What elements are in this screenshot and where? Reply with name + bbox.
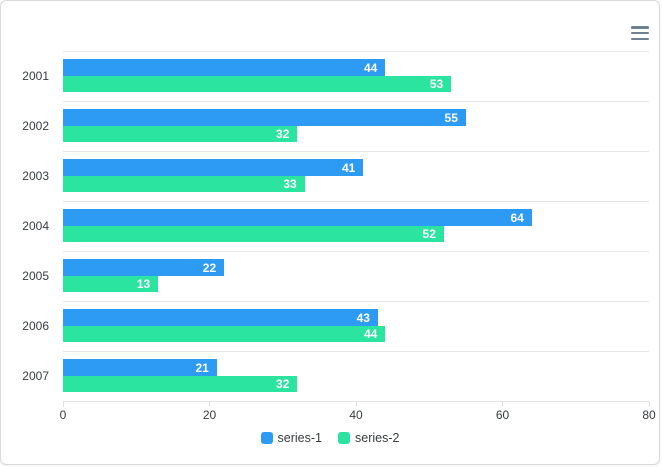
bar-value-label: 33 bbox=[283, 177, 297, 191]
gridline bbox=[63, 201, 649, 202]
legend-marker-icon bbox=[338, 432, 350, 444]
bar-series-2-2001[interactable]: 53 bbox=[63, 76, 452, 92]
bar-value-label: 41 bbox=[341, 160, 356, 175]
legend: series-1 series-2 bbox=[1, 431, 659, 445]
hamburger-menu-icon bbox=[631, 31, 649, 35]
gridline bbox=[63, 151, 649, 152]
bar-series-1-2002[interactable]: 55 bbox=[63, 109, 466, 126]
bar-value-label: 64 bbox=[510, 210, 524, 225]
bar-series-1-2003[interactable]: 41 bbox=[63, 159, 364, 176]
bar-value-label: 32 bbox=[276, 127, 290, 141]
bar-series-2-2003[interactable]: 33 bbox=[63, 176, 305, 192]
y-axis-label: 2002 bbox=[22, 119, 49, 133]
bar-value-label: 21 bbox=[195, 360, 209, 375]
x-axis-tick-label: 40 bbox=[349, 408, 363, 422]
bar-series-2-2007[interactable]: 32 bbox=[63, 376, 298, 392]
legend-item-series-2[interactable]: series-2 bbox=[338, 431, 399, 445]
bar-value-label: 52 bbox=[422, 227, 436, 241]
x-axis-tick bbox=[62, 401, 64, 407]
bar-value-label: 22 bbox=[202, 260, 217, 275]
bar-series-1-2006[interactable]: 43 bbox=[63, 309, 378, 326]
x-axis-tick bbox=[355, 401, 357, 407]
bar-series-1-2005[interactable]: 22 bbox=[63, 259, 225, 276]
x-axis-tick-label: 80 bbox=[642, 408, 656, 422]
x-axis-tick bbox=[648, 401, 650, 407]
bar-series-1-2004[interactable]: 64 bbox=[63, 209, 532, 226]
x-axis-tick-label: 60 bbox=[495, 408, 510, 422]
chart-menu-button[interactable] bbox=[631, 26, 649, 40]
bar-value-label: 53 bbox=[429, 77, 444, 91]
legend-label: series-1 bbox=[277, 431, 322, 445]
bar-series-2-2006[interactable]: 44 bbox=[63, 326, 386, 342]
y-axis-label: 2003 bbox=[22, 169, 49, 183]
bar-series-2-2002[interactable]: 32 bbox=[63, 126, 298, 142]
bar-value-label: 44 bbox=[363, 327, 378, 341]
x-axis-tick bbox=[502, 401, 503, 407]
gridline bbox=[63, 301, 649, 302]
gridline bbox=[63, 101, 649, 102]
x-axis-tick bbox=[209, 401, 210, 407]
hamburger-menu-icon bbox=[631, 37, 649, 40]
plot-area: 0 20 40 60 80 44 53 55 32 41 33 64 52 22 13 43 44 21 32 bbox=[60, 51, 656, 422]
bar-value-label: 44 bbox=[363, 60, 378, 75]
x-axis-tick-label: 20 bbox=[202, 408, 217, 422]
bar-value-label: 55 bbox=[444, 110, 458, 125]
bar-value-label: 13 bbox=[136, 277, 151, 291]
gridline bbox=[63, 401, 649, 402]
y-axis-label: 2007 bbox=[22, 369, 49, 383]
y-axis-labels: 2001 2002 2003 2004 2005 2006 2007 bbox=[1, 51, 49, 401]
x-axis-tick-label: 0 bbox=[59, 408, 67, 422]
bar-value-label: 43 bbox=[356, 310, 370, 325]
y-axis-label: 2001 bbox=[22, 69, 49, 83]
bar-series-1-2001[interactable]: 44 bbox=[63, 59, 386, 76]
bar-series-1-2007[interactable]: 21 bbox=[63, 359, 217, 376]
gridline bbox=[63, 251, 649, 252]
bar-series-2-2005[interactable]: 13 bbox=[63, 276, 159, 292]
gridline bbox=[63, 351, 649, 352]
y-axis-label: 2004 bbox=[22, 219, 49, 233]
bar-value-label: 32 bbox=[276, 377, 290, 391]
legend-marker-icon bbox=[260, 432, 273, 444]
hamburger-menu-icon bbox=[631, 26, 649, 29]
gridline bbox=[63, 51, 649, 52]
bar-series-2-2004[interactable]: 52 bbox=[63, 226, 444, 242]
y-axis-label: 2006 bbox=[22, 319, 49, 333]
legend-item-series-1[interactable]: series-1 bbox=[260, 431, 322, 445]
legend-label: series-2 bbox=[355, 431, 400, 445]
y-axis-label: 2005 bbox=[22, 269, 49, 283]
x-axis: 0 20 40 60 80 bbox=[60, 401, 656, 425]
